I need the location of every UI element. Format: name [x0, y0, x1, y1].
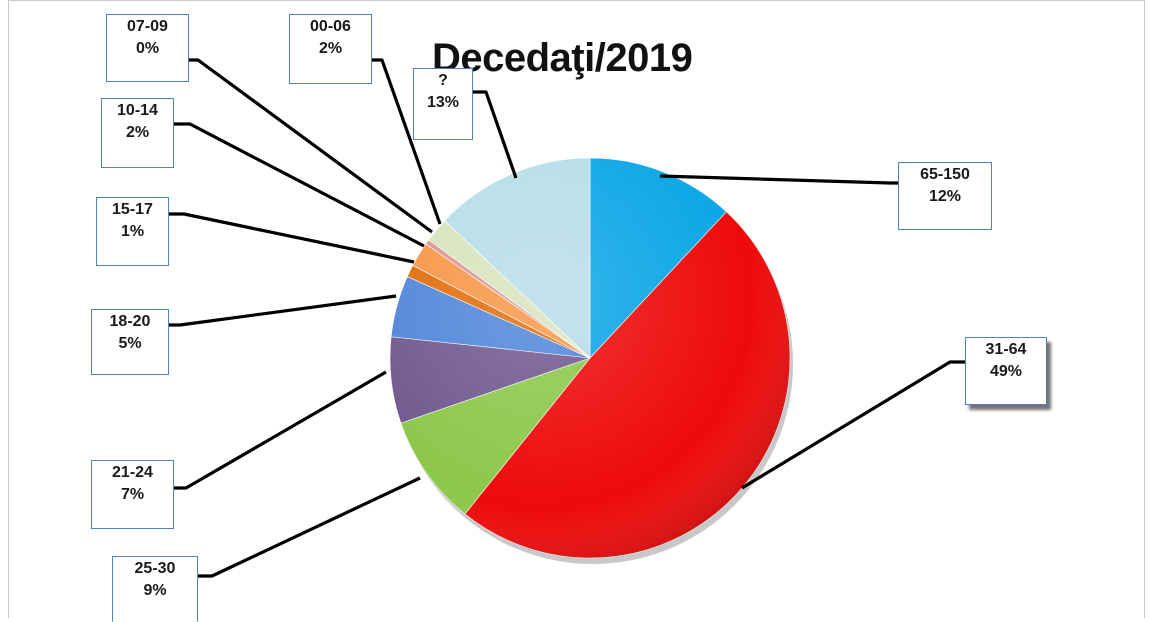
leader-00-06 [372, 58, 442, 225]
label-unknown: ? 13% [413, 68, 473, 140]
leader-07-09 [189, 58, 433, 234]
leader-25-30 [198, 476, 421, 578]
leader-18-20 [169, 294, 397, 327]
label-25-30-percent: 9% [143, 582, 167, 599]
label-10-14-percent: 2% [125, 124, 150, 141]
chart-area [8, 0, 1145, 618]
label-unknown-percent: 13% [426, 94, 460, 111]
label-31-64-percent: 49% [989, 363, 1023, 380]
label-65-150-percent: 12% [928, 188, 962, 205]
label-15-17: 15-17 1% [96, 197, 169, 266]
label-10-14-range: 10-14 [117, 102, 158, 119]
label-unknown-range: ? [438, 72, 448, 89]
label-07-09: 07-09 0% [106, 14, 189, 82]
label-00-06: 00-06 2% [289, 14, 372, 84]
label-00-06-range: 00-06 [310, 18, 351, 35]
label-07-09-range: 07-09 [127, 18, 168, 35]
label-10-14: 10-14 2% [101, 98, 174, 168]
label-18-20-range: 18-20 [109, 313, 151, 330]
label-00-06-percent: 2% [318, 40, 343, 57]
label-15-17-percent: 1% [120, 223, 145, 240]
label-21-24-percent: 7% [120, 486, 145, 503]
label-18-20-percent: 5% [118, 335, 142, 352]
label-18-20: 18-20 5% [91, 309, 169, 375]
leader-31-64 [741, 360, 965, 490]
label-65-150-range: 65-150 [920, 166, 970, 183]
label-07-09-percent: 0% [135, 40, 160, 57]
label-31-64: 31-64 49% [965, 337, 1047, 405]
chart-title: Decedaţi/2019 [432, 36, 693, 80]
label-31-64-range: 31-64 [985, 341, 1027, 358]
leader-65-150 [659, 174, 898, 185]
label-21-24: 21-24 7% [91, 460, 174, 529]
leader-unknown [473, 90, 518, 179]
label-21-24-range: 21-24 [112, 464, 153, 481]
leader-15-17 [169, 212, 415, 264]
label-25-30-range: 25-30 [134, 560, 176, 577]
leader-21-24 [174, 370, 387, 490]
leader-10-14 [174, 122, 425, 248]
label-25-30: 25-30 9% [112, 556, 198, 622]
label-65-150: 65-150 12% [898, 162, 992, 230]
label-15-17-range: 15-17 [112, 201, 153, 218]
